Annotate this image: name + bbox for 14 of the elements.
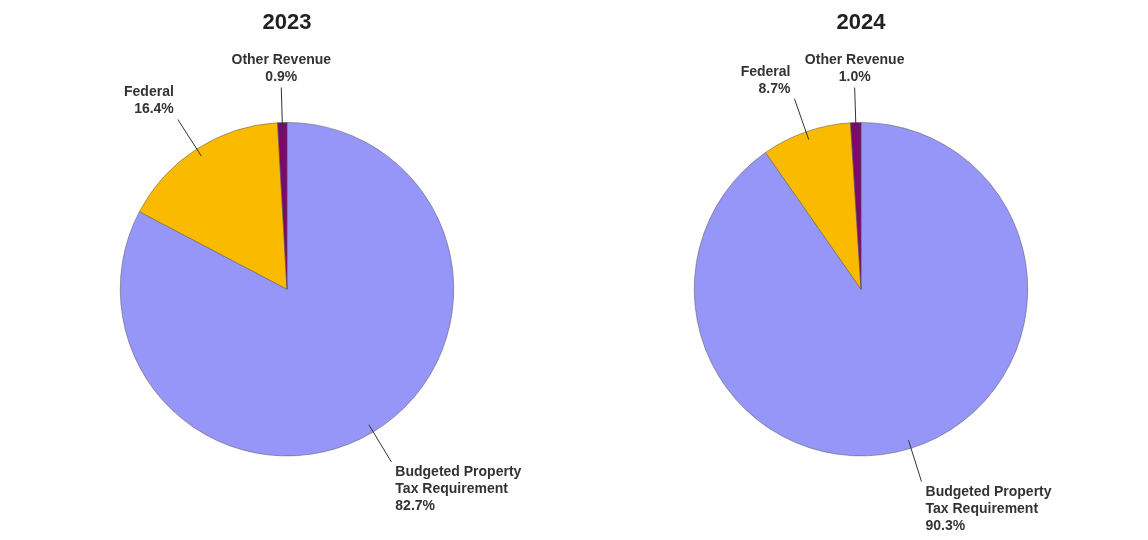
data-label: 8.7% (758, 79, 791, 96)
slice-label: Other Revenue (804, 51, 905, 68)
slice-label: Other Revenue (231, 51, 332, 68)
slice-label: Federal (740, 62, 791, 79)
chart-title: 2024 (836, 9, 887, 35)
data-label: 1.0% (838, 68, 872, 85)
data-label: 82.7% (395, 496, 436, 513)
slice-label: Budgeted Property Tax Requirement (925, 482, 1052, 516)
slice-label: Budgeted Property Tax Requirement (395, 462, 522, 496)
chart-title: 2023 (262, 9, 312, 35)
slice-label: Federal (124, 83, 174, 100)
data-label: 16.4% (134, 100, 175, 117)
data-label: 0.9% (265, 68, 298, 85)
data-label: 90.3% (925, 516, 966, 533)
